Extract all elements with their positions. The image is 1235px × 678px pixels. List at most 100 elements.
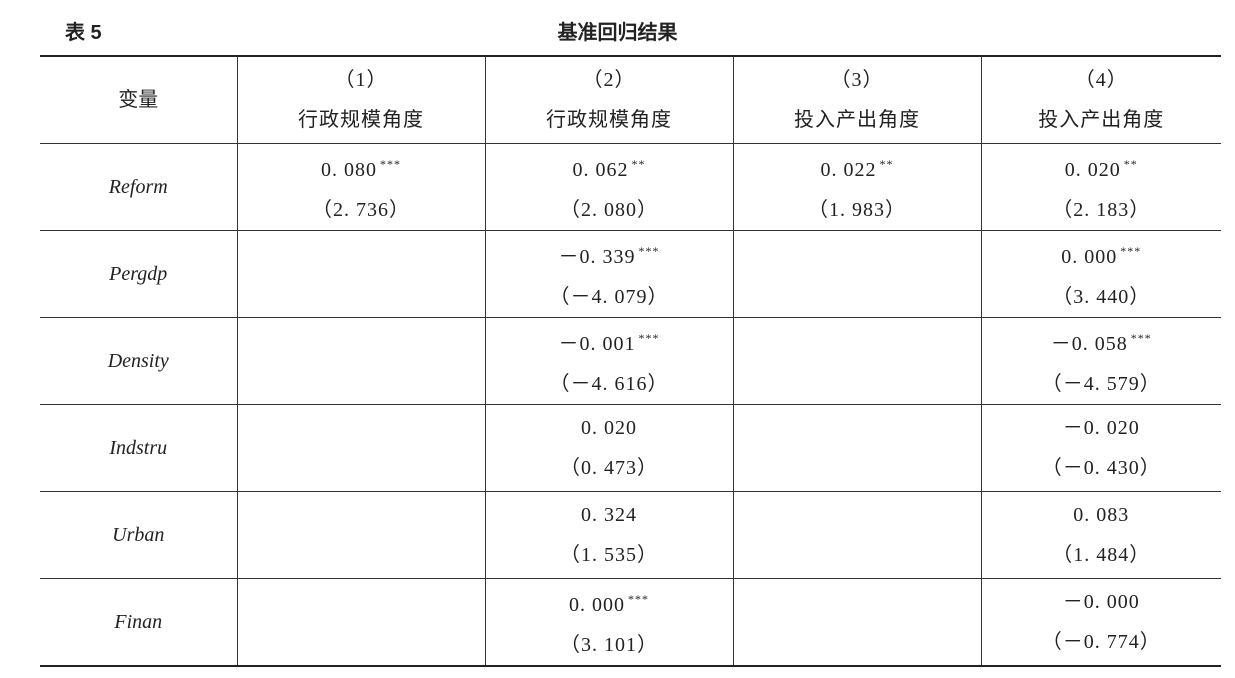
table-cell bbox=[236, 230, 486, 318]
variable-name: Pergdp bbox=[40, 230, 238, 318]
table-row: Reform 0. 080 *** （2. 736） 0. 062 ** （2. 080） 0… bbox=[40, 143, 1222, 231]
significance-stars: ** bbox=[631, 157, 646, 171]
variable-name: Reform bbox=[40, 143, 238, 231]
table-cell bbox=[732, 404, 982, 492]
coefficient: －0. 339 bbox=[558, 246, 636, 268]
significance-stars: ** bbox=[879, 157, 894, 171]
coefficient-line: －0. 001 *** bbox=[486, 318, 733, 364]
column-name: 投入产出角度 bbox=[794, 109, 920, 131]
coefficient: －0. 001 bbox=[558, 333, 636, 355]
coefficient-line: －0. 000 bbox=[982, 582, 1222, 622]
t-statistic: （1. 484） bbox=[1052, 544, 1151, 566]
column-name: 行政规模角度 bbox=[298, 109, 424, 131]
t-statistic: （2. 736） bbox=[312, 199, 410, 221]
significance-stars: *** bbox=[638, 244, 660, 258]
table-cell: －0. 058 *** （－4. 579） bbox=[980, 317, 1222, 405]
table-row: Indstru 0. 020 （0. 473） －0. 020 （－0. 430） bbox=[40, 404, 1222, 492]
table-cell bbox=[236, 491, 486, 579]
coefficient-line: 0. 083 bbox=[982, 495, 1222, 535]
coefficient-line: －0. 058 *** bbox=[982, 318, 1222, 364]
coefficient-line: －0. 339 *** bbox=[486, 231, 733, 277]
variable-name: Urban bbox=[40, 491, 238, 579]
regression-table: 变量 （1） 行政规模角度 （2） 行政规模角度 （3） 投入产出角度 （4） 投入产出角度 … bbox=[40, 55, 1221, 667]
table-cell bbox=[732, 578, 982, 667]
coefficient: －0. 000 bbox=[1062, 591, 1140, 613]
t-statistic: （－4. 079） bbox=[549, 286, 669, 308]
t-statistic: （3. 101） bbox=[560, 634, 658, 656]
table-cell bbox=[732, 317, 982, 405]
coefficient: 0. 000 bbox=[1061, 246, 1118, 268]
coefficient-line: 0. 000 *** bbox=[486, 579, 733, 625]
header-column-4: （4） 投入产出角度 bbox=[980, 55, 1221, 144]
coefficient-line: 0. 000 *** bbox=[982, 231, 1222, 277]
table-cell: －0. 339 *** （－4. 079） bbox=[484, 230, 734, 318]
variable-name: Finan bbox=[40, 578, 238, 667]
significance-stars: *** bbox=[1130, 331, 1152, 345]
t-statistic: （1. 535） bbox=[560, 544, 658, 566]
coefficient: 0. 324 bbox=[581, 504, 637, 526]
header-row: 变量 （1） 行政规模角度 （2） 行政规模角度 （3） 投入产出角度 （4） 投入产出角度 bbox=[40, 55, 1221, 144]
column-number: （1） bbox=[334, 69, 388, 91]
variable-name: Density bbox=[40, 317, 238, 405]
table-cell bbox=[732, 491, 982, 579]
table-cell: 0. 020 ** （2. 183） bbox=[980, 143, 1222, 231]
header-column-1: （1） 行政规模角度 bbox=[236, 55, 486, 144]
column-name: 投入产出角度 bbox=[1038, 109, 1165, 131]
significance-stars: *** bbox=[380, 157, 401, 171]
column-number: （3） bbox=[830, 69, 884, 91]
table-cell bbox=[236, 578, 486, 667]
table-cell: 0. 020 （0. 473） bbox=[484, 404, 734, 492]
t-statistic: （－0. 774） bbox=[1041, 631, 1161, 653]
coefficient: 0. 000 bbox=[569, 594, 625, 616]
t-statistic: （1. 983） bbox=[808, 199, 906, 221]
significance-stars: *** bbox=[1120, 244, 1142, 258]
significance-stars: *** bbox=[638, 331, 660, 345]
table-cell bbox=[236, 317, 486, 405]
table-cell: 0. 324 （1. 535） bbox=[484, 491, 734, 579]
table-cell: 0. 022 ** （1. 983） bbox=[732, 143, 982, 231]
coefficient-line: 0. 020 ** bbox=[982, 144, 1222, 190]
coefficient-line: 0. 022 ** bbox=[734, 144, 981, 190]
table-cell: 0. 080 *** （2. 736） bbox=[236, 143, 486, 231]
table-cell: 0. 000 *** （3. 101） bbox=[484, 578, 734, 667]
header-variable: 变量 bbox=[40, 55, 238, 144]
coefficient: 0. 062 bbox=[572, 159, 629, 181]
t-statistic: （3. 440） bbox=[1052, 286, 1151, 308]
t-statistic: （－4. 579） bbox=[1041, 373, 1161, 395]
table-title: 基准回归结果 bbox=[557, 22, 678, 44]
table-cell bbox=[732, 230, 982, 318]
coefficient: 0. 083 bbox=[1073, 504, 1130, 526]
table-cell bbox=[236, 404, 486, 492]
t-statistic: （2. 080） bbox=[560, 199, 658, 221]
table-cell: －0. 001 *** （－4. 616） bbox=[484, 317, 734, 405]
significance-stars: *** bbox=[628, 592, 649, 606]
coefficient: 0. 020 bbox=[581, 417, 637, 439]
table-row: Density －0. 001 *** （－4. 616） －0. 058 *** （－4.… bbox=[40, 317, 1222, 405]
table-label: 表 5 bbox=[65, 22, 102, 44]
header-column-2: （2） 行政规模角度 bbox=[484, 55, 734, 144]
column-number: （2） bbox=[582, 69, 636, 91]
coefficient: 0. 080 bbox=[321, 159, 377, 181]
coefficient-line: 0. 080 *** bbox=[238, 144, 485, 190]
table-row: Urban 0. 324 （1. 535） 0. 083 （1. 484） bbox=[40, 491, 1222, 579]
column-number: （4） bbox=[1074, 69, 1128, 91]
table-cell: －0. 000 （－0. 774） bbox=[980, 578, 1222, 667]
column-name: 行政规模角度 bbox=[546, 109, 672, 131]
table-cell: 0. 083 （1. 484） bbox=[980, 491, 1222, 579]
t-statistic: （0. 473） bbox=[560, 457, 658, 479]
coefficient: －0. 020 bbox=[1062, 417, 1140, 439]
variable-name: Indstru bbox=[40, 404, 238, 492]
coefficient: 0. 022 bbox=[820, 159, 877, 181]
t-statistic: （－4. 616） bbox=[549, 373, 669, 395]
coefficient-line: 0. 324 bbox=[486, 495, 733, 535]
coefficient: 0. 020 bbox=[1064, 159, 1121, 181]
table-row: Finan 0. 000 *** （3. 101） －0. 000 （－0. 774） bbox=[40, 578, 1222, 667]
coefficient-line: 0. 062 ** bbox=[486, 144, 733, 190]
table-row: Pergdp －0. 339 *** （－4. 079） 0. 000 *** （3. 44… bbox=[40, 230, 1222, 318]
table-cell: －0. 020 （－0. 430） bbox=[980, 404, 1222, 492]
coefficient-line: －0. 020 bbox=[982, 408, 1222, 448]
table-cell: 0. 000 *** （3. 440） bbox=[980, 230, 1222, 318]
significance-stars: ** bbox=[1123, 157, 1138, 171]
t-statistic: （－0. 430） bbox=[1041, 457, 1161, 479]
header-column-3: （3） 投入产出角度 bbox=[732, 55, 982, 144]
